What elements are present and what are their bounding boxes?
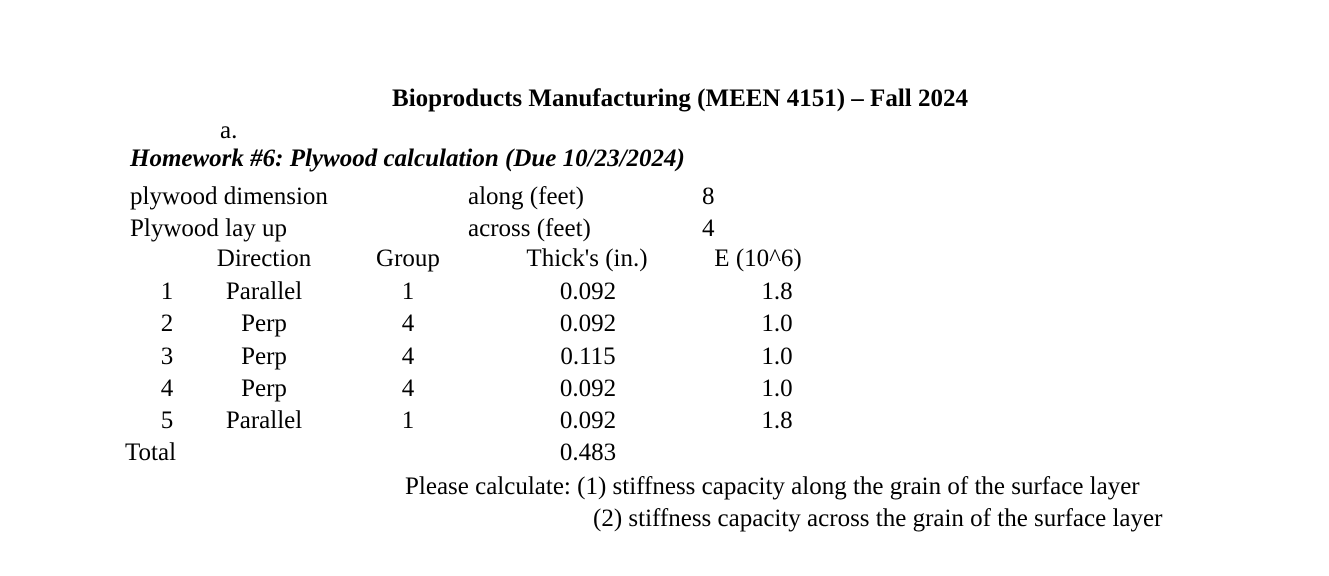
assignment-heading: Homework #6: Plywood calculation (Due 10… bbox=[130, 145, 685, 172]
info-label: plywood dimension bbox=[130, 183, 328, 210]
cell-group: 4 bbox=[401, 343, 415, 370]
info-label: Plywood lay up bbox=[130, 215, 287, 242]
info-key: along (feet) bbox=[468, 183, 584, 210]
cell-thickness: 0.092 bbox=[559, 375, 617, 402]
cell-layer: 4 bbox=[160, 375, 174, 402]
total-value: 0.483 bbox=[559, 439, 617, 466]
cell-direction: Perp bbox=[241, 310, 287, 337]
cell-modulus: 1.0 bbox=[761, 343, 793, 370]
cell-modulus: 1.0 bbox=[761, 310, 793, 337]
cell-modulus: 1.0 bbox=[761, 375, 793, 402]
cell-modulus: 1.8 bbox=[761, 407, 793, 434]
cell-group: 1 bbox=[401, 407, 415, 434]
total-label: Total bbox=[125, 439, 177, 466]
info-key: across (feet) bbox=[468, 215, 591, 242]
cell-modulus: 1.8 bbox=[761, 278, 793, 305]
cell-thickness: 0.092 bbox=[559, 407, 617, 434]
cell-direction: Parallel bbox=[225, 407, 303, 434]
cell-group: 1 bbox=[401, 278, 415, 305]
document-content: Bioproducts Manufacturing (MEEN 4151) – … bbox=[125, 0, 1230, 576]
cell-layer: 5 bbox=[160, 407, 174, 434]
cell-direction: Perp bbox=[241, 343, 287, 370]
col-header-direction: Direction bbox=[216, 245, 312, 272]
cell-group: 4 bbox=[401, 310, 415, 337]
instruction-text: (2) stiffness capacity across the grain … bbox=[593, 505, 1163, 532]
col-header-group: Group bbox=[376, 245, 440, 272]
col-header-thickness: Thick's (in.) bbox=[526, 245, 648, 272]
cell-thickness: 0.092 bbox=[559, 310, 617, 337]
cell-thickness: 0.092 bbox=[559, 278, 617, 305]
page-title: Bioproducts Manufacturing (MEEN 4151) – … bbox=[392, 85, 968, 112]
info-value: 4 bbox=[702, 215, 715, 242]
col-header-modulus: E (10^6) bbox=[714, 245, 802, 272]
cell-group: 4 bbox=[401, 375, 415, 402]
instruction-text: Please calculate: (1) stiffness capacity… bbox=[405, 473, 1140, 500]
cell-direction: Perp bbox=[241, 375, 287, 402]
list-marker: a. bbox=[220, 117, 238, 144]
info-value: 8 bbox=[702, 183, 715, 210]
cell-layer: 2 bbox=[160, 310, 174, 337]
cell-thickness: 0.115 bbox=[560, 343, 616, 370]
cell-layer: 3 bbox=[160, 343, 174, 370]
cell-layer: 1 bbox=[160, 278, 174, 305]
cell-direction: Parallel bbox=[225, 278, 303, 305]
